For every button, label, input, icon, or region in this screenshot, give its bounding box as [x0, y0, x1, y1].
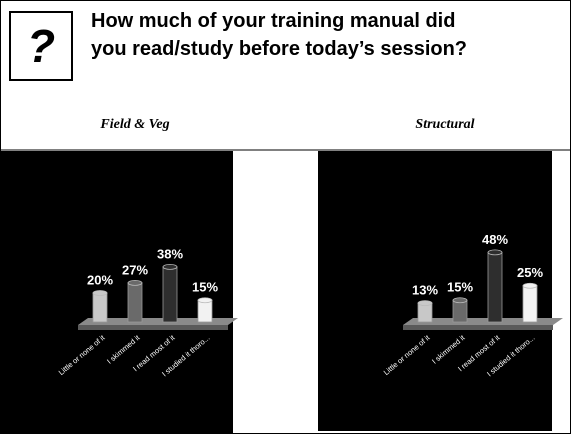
bar	[127, 282, 143, 323]
bar	[92, 292, 108, 323]
question-title: How much of your training manual did you…	[91, 10, 468, 60]
bar	[197, 299, 213, 323]
question-icon: ?	[9, 11, 73, 81]
value-label: 27%	[122, 262, 148, 277]
floor-front	[403, 325, 553, 330]
bar	[452, 299, 468, 323]
bar	[487, 251, 503, 323]
bar-top	[197, 297, 213, 304]
chart-subtitle: Field & Veg	[99, 117, 169, 132]
chart-background	[0, 151, 233, 434]
value-label: 20%	[87, 272, 113, 287]
bar-top	[92, 290, 108, 296]
value-label: 15%	[192, 280, 218, 295]
bar-top	[127, 279, 143, 286]
bar	[522, 285, 538, 323]
bar-top	[417, 300, 433, 307]
value-label: 25%	[517, 265, 543, 280]
value-label: 48%	[482, 232, 508, 247]
value-label: 38%	[157, 246, 183, 261]
chart-subtitle: Structural	[415, 117, 474, 132]
bar-top	[522, 282, 538, 289]
value-label: 13%	[412, 283, 438, 298]
bar	[162, 266, 178, 323]
floor-front	[78, 325, 228, 330]
bar-top	[487, 249, 503, 256]
value-label: 15%	[447, 280, 473, 295]
bar-top	[162, 263, 178, 270]
bar-top	[452, 297, 468, 304]
chart-background	[318, 151, 552, 431]
